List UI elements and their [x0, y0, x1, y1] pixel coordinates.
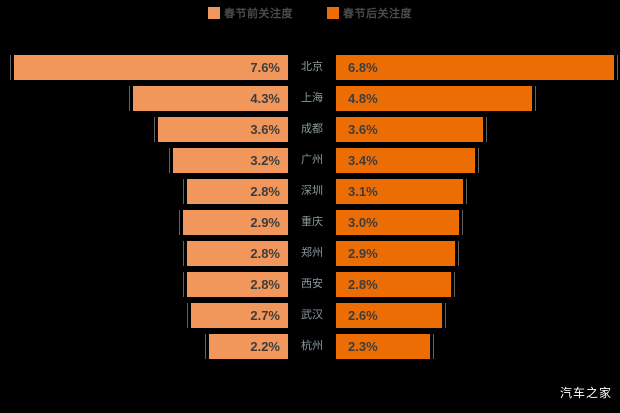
after-value-label: 3.1%: [348, 184, 378, 199]
city-label: 广州: [301, 154, 323, 166]
after-value-label: 2.8%: [348, 277, 378, 292]
before-bar: 2.8%: [183, 179, 288, 204]
after-value-label: 3.0%: [348, 215, 378, 230]
before-bar: 2.9%: [179, 210, 288, 235]
after-bar-zone: 4.8%: [336, 86, 620, 111]
after-value-label: 6.8%: [348, 60, 378, 75]
after-bar-zone: 6.8%: [336, 55, 620, 80]
legend-item-before: 春节前关注度: [208, 5, 293, 21]
before-bar: 2.8%: [183, 272, 288, 297]
chart-row: 2.8% 西安 2.8%: [0, 272, 620, 297]
after-bar-zone: 2.3%: [336, 334, 620, 359]
city-label: 重庆: [301, 216, 323, 228]
after-bar: 3.0%: [336, 210, 463, 235]
before-value-label: 3.2%: [250, 153, 280, 168]
after-bar: 3.1%: [336, 179, 467, 204]
after-value-label: 2.9%: [348, 246, 378, 261]
after-value-label: 4.8%: [348, 91, 378, 106]
watermark: 汽车之家: [559, 386, 612, 400]
legend-item-after: 春节后关注度: [327, 5, 412, 21]
before-bar-zone: 3.2%: [0, 148, 288, 173]
after-bar: 4.8%: [336, 86, 537, 111]
chart-row: 2.8% 深圳 3.1%: [0, 179, 620, 204]
before-value-label: 7.6%: [250, 60, 280, 75]
before-bar: 2.7%: [186, 303, 288, 328]
after-bar-zone: 3.0%: [336, 210, 620, 235]
before-bar-zone: 2.2%: [0, 334, 288, 359]
after-bar: 6.8%: [336, 55, 618, 80]
city-label: 深圳: [301, 185, 323, 197]
after-value-label: 3.6%: [348, 122, 378, 137]
before-bar: 3.2%: [168, 148, 288, 173]
city-label: 杭州: [301, 340, 323, 352]
before-value-label: 2.8%: [250, 246, 280, 261]
after-value-label: 2.6%: [348, 308, 378, 323]
chart-legend: 春节前关注度 春节后关注度: [0, 5, 620, 21]
before-bar-zone: 7.6%: [0, 55, 288, 80]
before-bar: 7.6%: [10, 55, 288, 80]
city-label: 武汉: [301, 309, 323, 321]
before-bar: 2.8%: [183, 241, 288, 266]
before-bar-zone: 2.8%: [0, 179, 288, 204]
before-bar-zone: 2.7%: [0, 303, 288, 328]
before-value-label: 2.2%: [250, 339, 280, 354]
legend-label-after: 春节后关注度: [343, 8, 412, 20]
before-value-label: 2.9%: [250, 215, 280, 230]
legend-swatch-after-icon: [327, 7, 339, 19]
after-bar: 2.3%: [336, 334, 434, 359]
after-bar-zone: 2.6%: [336, 303, 620, 328]
before-bar-zone: 2.8%: [0, 241, 288, 266]
before-value-label: 2.8%: [250, 184, 280, 199]
city-label: 上海: [301, 92, 323, 104]
city-label: 西安: [301, 278, 323, 290]
after-value-label: 2.3%: [348, 339, 378, 354]
before-value-label: 4.3%: [250, 91, 280, 106]
chart-row: 2.2% 杭州 2.3%: [0, 334, 620, 359]
after-bar-zone: 3.4%: [336, 148, 620, 173]
after-bar-zone: 3.1%: [336, 179, 620, 204]
before-bar-zone: 2.8%: [0, 272, 288, 297]
after-value-label: 3.4%: [348, 153, 378, 168]
before-value-label: 2.7%: [250, 308, 280, 323]
chart-row: 3.6% 成都 3.6%: [0, 117, 620, 142]
tornado-bar-chart: 7.6% 北京 6.8% 4.3% 上海 4.8% 3.6% 成都 3.6% 3.2% 广州 3.4%…: [0, 55, 620, 365]
chart-row: 2.8% 郑州 2.9%: [0, 241, 620, 266]
before-bar-zone: 2.9%: [0, 210, 288, 235]
city-label: 成都: [301, 123, 323, 135]
after-bar: 3.6%: [336, 117, 488, 142]
city-label: 郑州: [301, 247, 323, 259]
before-bar: 4.3%: [129, 86, 288, 111]
legend-swatch-before-icon: [208, 7, 220, 19]
after-bar-zone: 3.6%: [336, 117, 620, 142]
chart-row: 2.9% 重庆 3.0%: [0, 210, 620, 235]
after-bar: 2.9%: [336, 241, 459, 266]
after-bar-zone: 2.9%: [336, 241, 620, 266]
before-value-label: 2.8%: [250, 277, 280, 292]
after-bar: 3.4%: [336, 148, 479, 173]
before-bar: 2.2%: [204, 334, 288, 359]
chart-row: 4.3% 上海 4.8%: [0, 86, 620, 111]
legend-label-before: 春节前关注度: [224, 8, 293, 20]
after-bar-zone: 2.8%: [336, 272, 620, 297]
chart-row: 7.6% 北京 6.8%: [0, 55, 620, 80]
before-bar-zone: 4.3%: [0, 86, 288, 111]
chart-row: 3.2% 广州 3.4%: [0, 148, 620, 173]
after-bar: 2.8%: [336, 272, 454, 297]
before-bar-zone: 3.6%: [0, 117, 288, 142]
before-bar: 3.6%: [154, 117, 288, 142]
chart-row: 2.7% 武汉 2.6%: [0, 303, 620, 328]
before-value-label: 3.6%: [250, 122, 280, 137]
city-label: 北京: [301, 61, 323, 73]
after-bar: 2.6%: [336, 303, 447, 328]
